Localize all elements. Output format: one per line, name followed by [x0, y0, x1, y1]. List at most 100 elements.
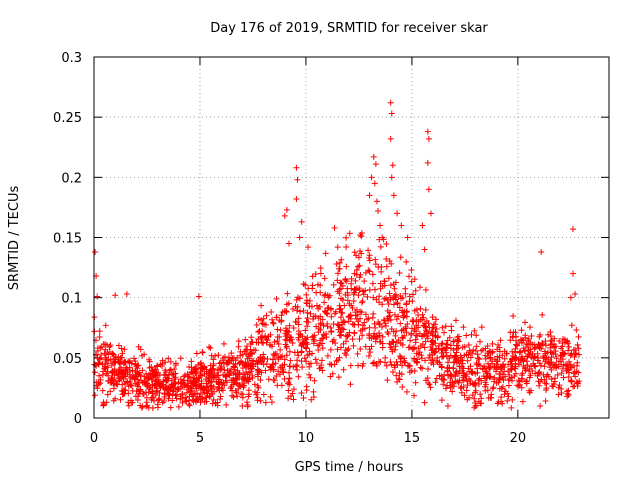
data-point — [489, 385, 496, 392]
data-point — [308, 303, 315, 310]
data-point — [167, 358, 174, 365]
data-point — [227, 369, 234, 376]
data-point — [337, 285, 344, 292]
data-point — [560, 374, 567, 381]
data-point — [337, 329, 344, 336]
data-point — [91, 369, 98, 376]
data-point — [334, 346, 341, 353]
data-point — [455, 345, 462, 352]
data-point — [134, 396, 141, 403]
data-point — [570, 383, 577, 390]
data-point — [356, 335, 363, 342]
data-point — [181, 377, 188, 384]
data-point — [403, 308, 410, 315]
data-point — [304, 352, 311, 359]
data-point — [361, 319, 368, 326]
data-point — [104, 391, 111, 398]
data-point — [124, 378, 131, 385]
data-point — [279, 362, 286, 369]
plot-frame — [93, 56, 610, 419]
data-point — [278, 312, 285, 319]
data-point — [516, 381, 523, 388]
data-point — [343, 263, 350, 270]
data-point — [565, 347, 572, 354]
data-point — [172, 360, 179, 367]
data-point — [350, 342, 357, 349]
data-point — [319, 316, 326, 323]
data-point — [424, 128, 431, 135]
data-point — [106, 348, 113, 355]
data-point — [217, 393, 224, 400]
data-point — [421, 344, 428, 351]
data-point — [371, 330, 378, 337]
data-point — [165, 355, 172, 362]
data-point — [304, 341, 311, 348]
data-point — [373, 198, 380, 205]
data-point — [411, 276, 418, 283]
data-point — [192, 382, 199, 389]
data-point — [532, 344, 539, 351]
chart-title: Day 176 of 2019, SRMTID for receiver ska… — [210, 21, 488, 36]
data-point — [557, 353, 564, 360]
data-point — [210, 362, 217, 369]
data-point — [249, 339, 256, 346]
data-point — [350, 297, 357, 304]
data-point — [511, 365, 518, 372]
data-point — [446, 334, 453, 341]
data-point — [391, 285, 398, 292]
data-point — [328, 361, 335, 368]
data-point — [509, 396, 516, 403]
data-point — [190, 366, 197, 373]
data-point — [406, 362, 413, 369]
data-point — [554, 371, 561, 378]
data-point — [126, 357, 133, 364]
data-point — [96, 328, 103, 335]
data-point — [351, 330, 358, 337]
data-point — [481, 363, 488, 370]
data-point — [362, 311, 369, 318]
data-point — [194, 396, 201, 403]
data-point — [334, 244, 341, 251]
data-point — [376, 293, 383, 300]
data-point — [313, 323, 320, 330]
data-point — [260, 351, 267, 358]
data-point — [509, 333, 516, 340]
data-point — [96, 333, 103, 340]
data-point — [275, 341, 282, 347]
data-point — [284, 290, 291, 297]
data-point — [453, 349, 460, 356]
data-point — [142, 389, 149, 396]
data-point — [260, 361, 267, 368]
data-point — [526, 389, 533, 396]
data-point — [228, 383, 235, 390]
data-point — [379, 333, 386, 340]
data-point — [535, 357, 542, 364]
data-point — [458, 389, 465, 396]
data-point — [472, 382, 479, 389]
data-point — [283, 206, 290, 213]
data-point — [307, 374, 314, 381]
data-point — [408, 278, 415, 285]
data-point — [387, 282, 394, 289]
data-point — [454, 337, 461, 344]
data-point — [450, 346, 457, 353]
data-point — [143, 379, 150, 386]
data-point — [441, 329, 448, 336]
data-point — [418, 355, 425, 362]
data-point — [328, 328, 335, 335]
data-point — [309, 316, 316, 323]
data-point — [355, 318, 362, 325]
data-point — [283, 343, 290, 350]
data-point — [419, 365, 426, 372]
data-point — [384, 377, 391, 384]
data-point — [338, 295, 345, 302]
data-point — [542, 397, 549, 404]
data-point — [541, 379, 548, 386]
data-point — [162, 367, 169, 374]
data-point — [422, 338, 429, 345]
data-point — [274, 326, 281, 333]
data-point — [320, 331, 327, 338]
data-point — [165, 395, 172, 402]
data-point — [115, 342, 122, 349]
data-point — [404, 234, 411, 241]
